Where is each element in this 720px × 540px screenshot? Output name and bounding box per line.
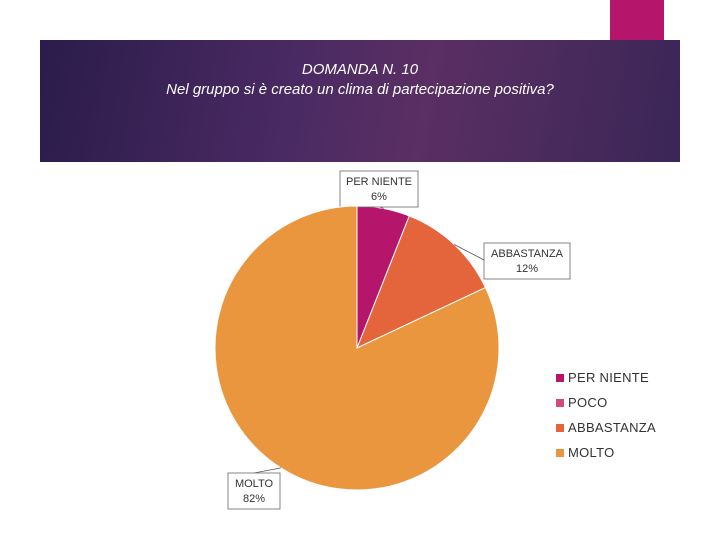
- data-label-box-abbastanza: [483, 242, 571, 280]
- title-line-question-text: Nel gruppo si è creato un clima di parte…: [166, 81, 554, 98]
- legend-swatch-abbastanza: [556, 424, 564, 432]
- legend-label-molto: MOLTO: [568, 445, 615, 460]
- legend-label-poco: POCO: [568, 395, 608, 410]
- data-label-molto-name: MOLTO: [235, 478, 274, 490]
- data-label-box-molto: [227, 472, 281, 510]
- legend-label-per-niente: PER NIENTE: [568, 370, 650, 385]
- data-label-molto-percent: 82%: [243, 493, 265, 505]
- data-label-per-niente-name: PER NIENTE: [346, 176, 412, 188]
- pie-slice-abbastanza: [356, 215, 487, 349]
- title-line-question-number: DOMANDA N. 10: [301, 61, 419, 78]
- legend-swatch-molto: [556, 449, 564, 457]
- leader-line-molto: [253, 467, 281, 474]
- data-label-abbastanza-name: ABBASTANZA: [491, 248, 564, 260]
- title-banner: [40, 40, 680, 162]
- data-label-per-niente-percent: 6%: [371, 191, 387, 203]
- leader-line-abbastanza: [454, 244, 485, 261]
- legend-label-abbastanza: ABBASTANZA: [568, 420, 657, 435]
- data-label-abbastanza-percent: 12%: [516, 263, 538, 275]
- data-label-box-per-niente: [339, 170, 419, 208]
- legend-swatch-poco: [556, 399, 564, 407]
- chart-title: DOMANDA N. 10 Nel gruppo si è creato un …: [40, 60, 680, 100]
- legend-swatch-per-niente: [556, 374, 564, 382]
